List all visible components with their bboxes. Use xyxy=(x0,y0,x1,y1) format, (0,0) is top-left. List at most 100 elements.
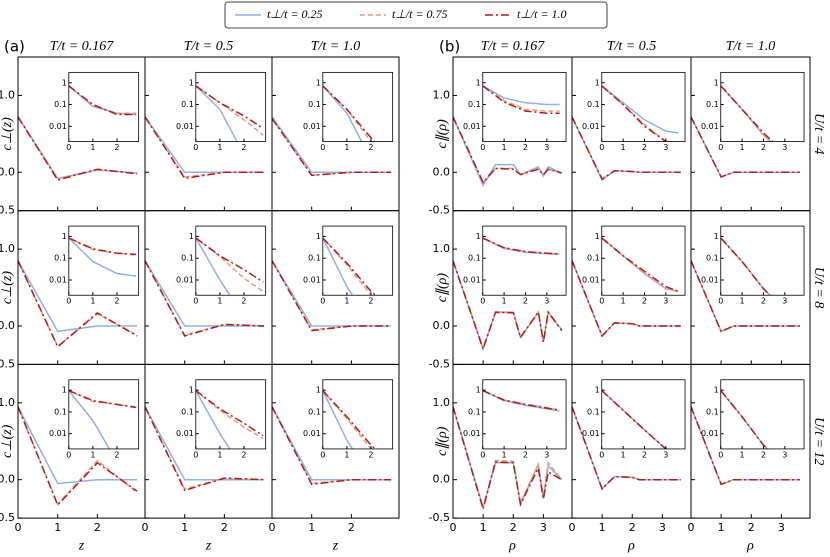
series-line xyxy=(572,116,681,181)
inset-x-tick-label: 1 xyxy=(740,297,745,306)
series-line xyxy=(601,390,668,449)
row-title: U/t = 4 xyxy=(811,113,826,154)
series-line xyxy=(195,237,231,296)
inset-x-tick-label: 1 xyxy=(740,450,745,459)
inset-frame xyxy=(482,379,567,450)
series-line xyxy=(601,85,670,142)
inset-x-tick-label: 3 xyxy=(544,450,549,459)
inset-bg xyxy=(601,379,686,449)
inset-x-tick-label: 2 xyxy=(761,450,766,459)
series-line xyxy=(322,390,377,449)
y-axis-label: c⊥(z) xyxy=(0,117,15,151)
row-title: U/t = 12 xyxy=(811,417,826,465)
inset-x-tick-label: 0 xyxy=(718,297,723,306)
x-axis-label: ρ xyxy=(627,538,635,553)
x-tick-label: 1 xyxy=(181,521,188,534)
inset-x-tick-label: 0 xyxy=(718,143,723,152)
series-line xyxy=(720,85,772,142)
inset-x-tick-label: 0 xyxy=(599,297,604,306)
y-tick-label: -0.5 xyxy=(429,357,450,370)
plot-area xyxy=(453,260,563,352)
inset-y-tick-label: 0.1 xyxy=(706,407,719,416)
inset-x-tick-label: 1 xyxy=(90,143,95,152)
inset-x-tick-label: 1 xyxy=(621,297,626,306)
y-axis-label: c∥(ρ) xyxy=(435,426,450,456)
inset-x-tick-label: 0 xyxy=(66,143,71,152)
inset-x-tick-label: 0 xyxy=(320,143,325,152)
inset-x-tick-label: 0 xyxy=(320,297,325,306)
inset-bg xyxy=(322,72,393,142)
inset-plot-area xyxy=(195,390,264,449)
inset-x-tick-label: 2 xyxy=(523,450,528,459)
inset-x-tick-label: 2 xyxy=(114,143,119,152)
inset-y-tick-label: 0.01 xyxy=(582,276,600,285)
column-title: T/t = 0.5 xyxy=(184,39,234,54)
inset-x-tick-label: 2 xyxy=(241,450,246,459)
series-line xyxy=(691,260,800,333)
inset-x-tick-label: 3 xyxy=(544,143,549,152)
x-tick-label: 2 xyxy=(221,521,228,534)
inset-bg xyxy=(195,379,266,449)
inset-frame xyxy=(720,379,805,450)
y-tick-label: 1.0 xyxy=(433,242,451,255)
column-title: T/t = 0.167 xyxy=(481,39,546,54)
inset-frame xyxy=(601,71,686,142)
x-tick-label: 1 xyxy=(599,521,606,534)
inset-bg xyxy=(195,226,266,296)
y-tick-label: -0.5 xyxy=(0,204,15,217)
x-tick-label: 0 xyxy=(569,521,576,534)
plot-area xyxy=(272,260,392,332)
series-line xyxy=(145,116,265,180)
inset-x-tick-label: 0 xyxy=(480,450,485,459)
inset-plot-area xyxy=(720,390,769,449)
inset-x-tick-label: 1 xyxy=(90,450,95,459)
inset-frame xyxy=(322,225,394,296)
y-tick-label: 0.0 xyxy=(0,319,15,332)
inset-y-tick-label: 0.1 xyxy=(706,254,719,263)
inset-y-tick-label: 0.1 xyxy=(308,100,321,109)
y-tick-label: 0.0 xyxy=(433,165,451,178)
column-title: T/t = 0.5 xyxy=(607,39,657,54)
inset-x-tick-label: 2 xyxy=(368,297,373,306)
x-tick-label: 0 xyxy=(15,521,22,534)
inset-y-tick-label: 0.1 xyxy=(181,407,194,416)
inset-y-tick-label: 0.01 xyxy=(303,122,321,131)
x-tick-label: 2 xyxy=(629,521,636,534)
y-tick-label: 1.0 xyxy=(0,88,15,101)
inset-bg xyxy=(68,226,139,296)
plot-area xyxy=(572,406,681,491)
inset-y-tick-label: 1 xyxy=(189,78,194,87)
y-tick-label: 1.0 xyxy=(433,396,451,409)
inset-x-tick-label: 0 xyxy=(66,450,71,459)
inset-x-tick-label: 2 xyxy=(642,450,647,459)
inset-y-tick-label: 0.1 xyxy=(468,407,481,416)
inset-x-tick-label: 0 xyxy=(320,450,325,459)
inset-x-tick-label: 2 xyxy=(642,143,647,152)
series-line xyxy=(195,85,264,136)
inset-y-tick-label: 1 xyxy=(714,78,719,87)
inset-plot-area xyxy=(68,389,137,449)
series-line xyxy=(720,390,769,449)
column-title: T/t = 1.0 xyxy=(311,39,361,54)
series-line xyxy=(322,85,363,142)
x-tick-label: 0 xyxy=(142,521,149,534)
x-tick-label: 0 xyxy=(688,521,695,534)
x-axis-label: z xyxy=(332,538,339,553)
plot-area xyxy=(18,406,138,507)
series-line xyxy=(322,237,378,296)
inset-y-tick-label: 0.01 xyxy=(49,122,67,131)
x-tick-label: 3 xyxy=(540,521,547,534)
inset-x-tick-label: 1 xyxy=(217,143,222,152)
inset-bg xyxy=(601,226,686,296)
series-line xyxy=(18,406,138,507)
inset-y-tick-label: 0.01 xyxy=(303,429,321,438)
inset-y-tick-label: 0.1 xyxy=(587,407,600,416)
inset-plot-area xyxy=(322,237,378,296)
series-line xyxy=(18,116,138,181)
y-tick-label: 1.0 xyxy=(0,242,15,255)
plot-area xyxy=(572,116,681,182)
y-tick-label: 0.0 xyxy=(0,165,15,178)
inset-x-tick-label: 0 xyxy=(193,143,198,152)
inset-y-tick-label: 1 xyxy=(714,232,719,241)
inset-y-tick-label: 0.01 xyxy=(176,276,194,285)
